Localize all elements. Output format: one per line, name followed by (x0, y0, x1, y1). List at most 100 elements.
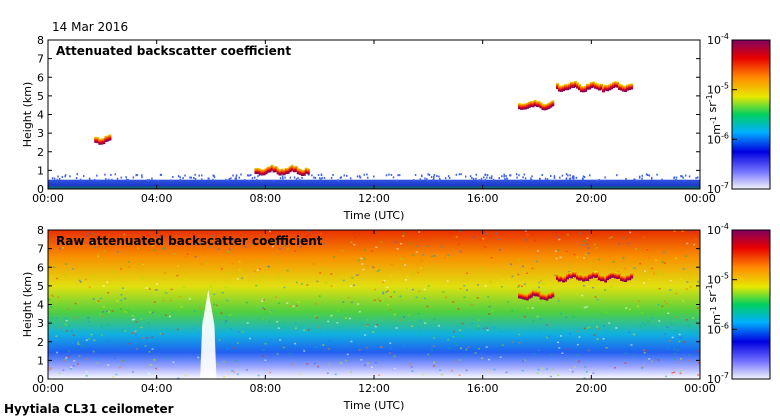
noise-speckle (56, 351, 59, 354)
noise-speckle (357, 303, 360, 305)
cloud-cell (608, 84, 612, 91)
boundary-speck (438, 175, 440, 178)
noise-speckle (415, 251, 418, 253)
cloud-cell (100, 138, 104, 145)
noise-speckle (455, 344, 458, 347)
noise-speckle (63, 235, 66, 237)
noise-speckle (476, 297, 479, 299)
cloud-cell (598, 274, 602, 281)
noise-speckle (478, 248, 481, 250)
noise-speckle (233, 371, 236, 373)
cloud-cell (562, 276, 566, 283)
noise-speckle (455, 236, 458, 238)
cloud-cell (576, 273, 580, 280)
boundary-speck (235, 177, 237, 180)
noise-speckle (658, 287, 661, 290)
noise-speckle (447, 339, 450, 341)
noise-speckle (610, 236, 613, 238)
noise-speckle (662, 251, 665, 254)
cloud-cell (564, 84, 568, 91)
noise-speckle (635, 248, 638, 250)
noise-speckle (667, 347, 670, 349)
noise-speckle (64, 263, 67, 265)
noise-speckle (159, 332, 162, 335)
boundary-speck (438, 179, 440, 182)
boundary-speck (414, 173, 417, 176)
noise-speckle (671, 336, 674, 339)
noise-speckle (103, 250, 106, 252)
cloud-cell (256, 167, 260, 174)
boundary-speck (114, 173, 117, 176)
noise-speckle (593, 243, 596, 246)
cloud-cell (602, 274, 606, 281)
noise-speckle (478, 267, 481, 270)
noise-speckle (306, 363, 309, 365)
noise-speckle (463, 296, 466, 299)
noise-speckle (600, 282, 603, 284)
boundary-speck (695, 177, 697, 180)
boundary-speck (509, 174, 512, 177)
noise-speckle (596, 298, 599, 301)
boundary-speck (57, 175, 59, 178)
noise-speckle (225, 320, 228, 322)
boundary-speck (641, 174, 644, 177)
cloud-cell (620, 84, 624, 91)
colorbar (731, 39, 771, 190)
noise-speckle (146, 337, 149, 339)
boundary-speck (506, 178, 509, 181)
noise-speckle (271, 245, 274, 248)
noise-speckle (604, 289, 607, 291)
noise-speckle (459, 288, 462, 290)
noise-speckle (334, 373, 337, 376)
cloud-cell (584, 85, 588, 92)
noise-speckle (344, 317, 347, 319)
boundary-speck (392, 176, 395, 179)
x-tick-label: 16:00 (467, 382, 499, 395)
boundary-speck (544, 177, 547, 180)
noise-speckle (102, 306, 105, 308)
noise-speckle (402, 232, 405, 235)
noise-speckle (546, 368, 549, 370)
noise-speckle (111, 310, 114, 312)
noise-speckle (485, 233, 488, 235)
noise-speckle (698, 362, 700, 364)
colorbar-tick-label: 10-6 (707, 131, 729, 146)
boundary-speck (79, 178, 82, 181)
cloud-cell (266, 166, 270, 173)
noise-speckle (657, 359, 660, 361)
noise-speckle (226, 348, 229, 350)
boundary-speck (436, 175, 438, 178)
noise-speckle (153, 249, 156, 251)
boundary-speck (194, 173, 196, 176)
boundary-speck (282, 177, 284, 180)
noise-speckle (467, 346, 470, 348)
noise-speckle (531, 307, 534, 309)
boundary-speck (444, 177, 447, 180)
cloud-layer (94, 134, 112, 145)
noise-speckle (131, 315, 134, 317)
boundary-speck (148, 179, 151, 182)
boundary-speck (581, 177, 584, 180)
noise-speckle (531, 267, 534, 270)
noise-speckle (521, 285, 524, 288)
cloud-cell (98, 138, 102, 145)
cloud-cell (519, 103, 523, 110)
cloud-cell (262, 169, 266, 176)
boundary-speck (531, 175, 533, 178)
noise-speckle (154, 289, 157, 291)
noise-speckle (418, 231, 421, 233)
cloud-cell (539, 102, 543, 109)
boundary-speck (251, 177, 254, 180)
noise-speckle (151, 245, 154, 247)
noise-speckle (518, 333, 521, 336)
noise-speckle (685, 288, 688, 290)
noise-speckle (433, 361, 436, 364)
noise-speckle (357, 274, 360, 276)
y-tick-label: 0 (37, 183, 44, 196)
noise-speckle (349, 350, 352, 353)
noise-speckle (433, 254, 436, 257)
boundary-speck (213, 176, 216, 179)
noise-speckle (642, 349, 645, 351)
boundary-speck (318, 177, 321, 180)
noise-speckle (115, 373, 118, 376)
